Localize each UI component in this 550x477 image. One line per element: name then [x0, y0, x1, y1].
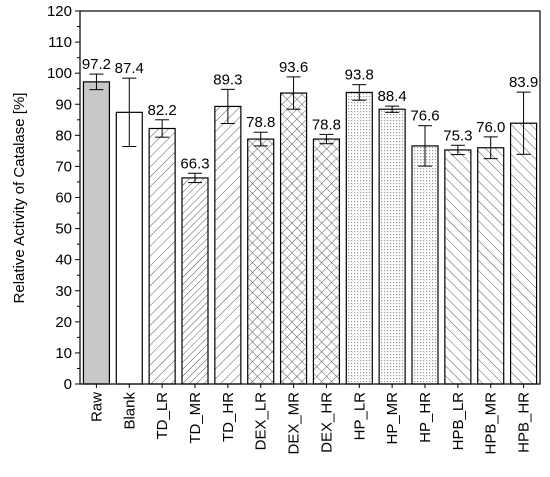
x-tick-label: DEX_LR — [253, 392, 270, 451]
error-bar-td-hr — [220, 88, 235, 125]
value-label: 87.4 — [115, 60, 144, 77]
y-tick-label: 40 — [55, 252, 72, 269]
value-label: 66.3 — [180, 155, 209, 172]
y-tick-label: 110 — [48, 34, 72, 51]
bar-hpb-hr — [509, 122, 538, 385]
y-tick-label: 20 — [55, 314, 72, 331]
error-bar-dex-lr — [253, 131, 268, 147]
bar-hp-mr — [378, 108, 406, 385]
error-bar-td-lr — [155, 119, 170, 138]
value-label: 97.2 — [82, 56, 111, 73]
value-label: 93.8 — [345, 67, 374, 84]
x-tick-label: Raw — [88, 392, 105, 422]
error-bars-layer — [89, 73, 531, 184]
y-tick-label: 80 — [55, 127, 72, 144]
error-bar-hpb-mr — [483, 136, 498, 160]
y-tick-label: 120 — [47, 3, 72, 20]
y-tick-label: 90 — [55, 96, 72, 113]
value-label: 88.4 — [378, 88, 407, 105]
x-tick-label: DEX_MR — [286, 392, 303, 455]
error-bar-dex-mr — [286, 76, 301, 110]
error-bar-dex-hr — [319, 133, 334, 145]
value-label: 82.2 — [148, 102, 177, 119]
bar-raw — [82, 81, 111, 385]
x-tick-label: HPB_MR — [483, 392, 500, 455]
value-label: 76.6 — [410, 108, 439, 125]
x-tick-label: HP_MR — [384, 392, 401, 445]
x-tick-label: TD_MR — [187, 392, 204, 444]
bar-td-hr — [214, 105, 242, 385]
y-tick-label: 0 — [64, 376, 72, 393]
bar-hp-lr — [345, 91, 373, 385]
y-axis-title: Relative Activity of Catalase [%] — [11, 93, 28, 304]
bar-hpb-mr — [477, 147, 505, 385]
y-tick-label: 70 — [55, 158, 72, 175]
value-label: 75.3 — [443, 127, 472, 144]
y-tick-label: 60 — [55, 190, 72, 207]
bar-td-mr — [181, 177, 209, 385]
error-bar-hp-lr — [352, 84, 367, 101]
value-label: 83.9 — [509, 74, 538, 91]
bar-dex-hr — [312, 138, 341, 385]
x-tick-label: DEX_HR — [318, 392, 335, 453]
x-tick-label: HPB_LR — [450, 392, 467, 451]
x-tick-label: HP_LR — [351, 392, 368, 441]
value-label: 93.6 — [279, 59, 308, 76]
error-bar-raw — [89, 73, 104, 91]
bar-td-lr — [148, 127, 176, 385]
x-tick-label: TD_HR — [220, 392, 237, 442]
bar-hp-hr — [411, 145, 439, 385]
value-labels-layer: 97.2 87.4 82.2 66.3 89.3 78.8 93.6 78.8 93.888.4… — [82, 56, 538, 172]
y-tick-label: 30 — [55, 283, 72, 300]
error-bar-hpb-lr — [450, 144, 465, 156]
y-tick-label: 10 — [55, 345, 72, 362]
error-bar-hpb-hr — [516, 91, 531, 155]
value-label: 78.8 — [246, 114, 275, 131]
error-bar-td-mr — [188, 172, 202, 184]
bar-blank — [115, 111, 143, 385]
bar-dex-lr — [247, 138, 275, 385]
error-bar-hp-hr — [418, 125, 432, 167]
value-label: 76.0 — [476, 119, 505, 136]
axes-layer: Raw Blank TD_LR TD_MR TD_HR DEX_LR DEX_MR DEX_H… — [47, 3, 541, 455]
error-bar-hp-mr — [385, 105, 400, 113]
x-tick-label: HP_HR — [417, 392, 434, 443]
value-label: 89.3 — [213, 71, 242, 88]
x-tick-label: Blank — [121, 392, 138, 430]
bar-hpb-lr — [444, 149, 472, 385]
value-label: 78.8 — [312, 116, 341, 133]
y-tick-label: 100 — [47, 65, 72, 82]
y-tick-label: 50 — [55, 221, 72, 238]
x-tick-label: TD_LR — [154, 392, 171, 440]
x-tick-label: HPB_HR — [516, 392, 533, 453]
bar-dex-mr — [279, 92, 308, 385]
error-bar-blank — [122, 77, 137, 148]
